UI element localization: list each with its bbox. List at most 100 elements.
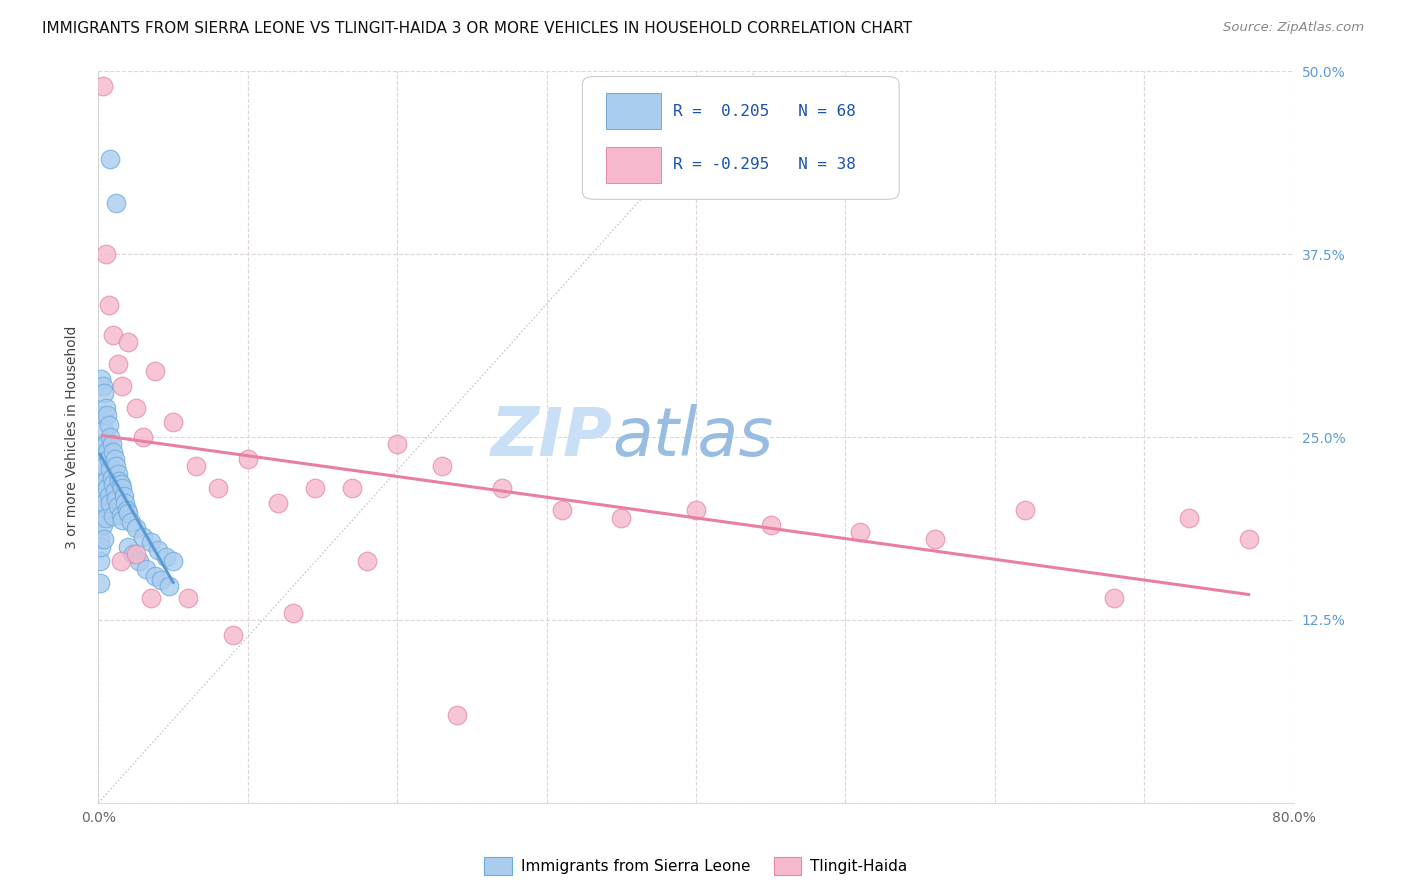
Point (117, 540, 139, 554)
Point (98, 462, 122, 476)
Point (356, 554, 378, 568)
Point (207, 481, 229, 495)
Point (111, 481, 134, 495)
Point (89, 533, 111, 547)
Point (98, 152, 122, 166)
Point (550, 503, 572, 517)
Point (222, 627, 245, 641)
Point (96, 408, 118, 422)
FancyBboxPatch shape (582, 77, 900, 200)
Point (110, 554, 132, 568)
Point (105, 491, 128, 506)
Point (98, 496, 122, 510)
Point (114, 496, 136, 510)
Point (103, 509, 125, 524)
Point (101, 437, 124, 451)
Point (162, 554, 184, 568)
Point (89, 554, 111, 568)
Point (267, 496, 290, 510)
Point (105, 196, 128, 211)
Point (1014, 503, 1036, 517)
Text: ZIP: ZIP (491, 404, 613, 470)
Point (94, 437, 117, 451)
Point (281, 606, 304, 620)
Text: IMMIGRANTS FROM SIERRA LEONE VS TLINGIT-HAIDA 3 OR MORE VEHICLES IN HOUSEHOLD CO: IMMIGRANTS FROM SIERRA LEONE VS TLINGIT-… (42, 21, 912, 36)
Text: R =  0.205   N = 68: R = 0.205 N = 68 (673, 103, 856, 119)
Point (94, 401, 117, 415)
Point (105, 459, 128, 474)
Point (89, 576, 111, 591)
FancyBboxPatch shape (606, 146, 661, 183)
Point (139, 535, 162, 549)
Point (97, 298, 120, 312)
Point (132, 430, 155, 444)
Point (91, 444, 114, 458)
Point (143, 569, 166, 583)
Point (90, 467, 112, 481)
Point (135, 562, 157, 576)
Point (304, 481, 326, 495)
Point (120, 515, 142, 529)
Point (107, 467, 129, 481)
Point (89, 510, 111, 524)
Point (155, 549, 177, 564)
Point (117, 334, 139, 349)
Point (90, 503, 112, 517)
Point (104, 484, 127, 499)
Point (93, 386, 115, 401)
Point (103, 444, 125, 458)
Point (111, 513, 134, 527)
Point (107, 499, 129, 513)
Point (101, 471, 124, 485)
Point (150, 574, 173, 588)
Point (91, 78, 114, 93)
Point (148, 542, 170, 557)
Point (94, 474, 117, 488)
Point (115, 503, 138, 517)
Point (91, 517, 114, 532)
Point (236, 452, 259, 467)
Point (491, 481, 513, 495)
Legend: Immigrants from Sierra Leone, Tlingit-Haida: Immigrants from Sierra Leone, Tlingit-Ha… (478, 851, 914, 881)
Point (139, 591, 162, 605)
FancyBboxPatch shape (606, 94, 661, 129)
Point (125, 521, 148, 535)
Point (157, 579, 180, 593)
Point (94, 247, 117, 261)
Point (1237, 533, 1260, 547)
Point (143, 364, 166, 378)
Point (90, 437, 112, 451)
Point (103, 476, 125, 491)
Point (342, 481, 364, 495)
Point (103, 327, 125, 342)
Point (610, 510, 633, 524)
Point (110, 476, 132, 491)
Point (1178, 510, 1201, 524)
Point (759, 517, 782, 532)
Point (93, 533, 115, 547)
Point (91, 481, 114, 495)
Point (177, 591, 200, 605)
Point (97, 418, 120, 433)
Point (90, 371, 112, 385)
Point (117, 506, 139, 520)
Point (91, 408, 114, 422)
Point (446, 708, 468, 723)
Point (108, 474, 131, 488)
Point (98, 430, 122, 444)
Point (104, 452, 127, 467)
Point (125, 547, 148, 561)
Point (93, 423, 115, 437)
Point (96, 444, 118, 458)
Text: atlas: atlas (613, 404, 773, 470)
Point (94, 510, 117, 524)
Point (93, 459, 115, 474)
Point (93, 496, 115, 510)
Point (685, 503, 707, 517)
Point (430, 459, 453, 474)
Point (924, 533, 946, 547)
Point (184, 459, 207, 474)
Point (849, 525, 872, 540)
Y-axis label: 3 or more Vehicles in Household: 3 or more Vehicles in Household (65, 326, 79, 549)
Point (132, 530, 155, 544)
